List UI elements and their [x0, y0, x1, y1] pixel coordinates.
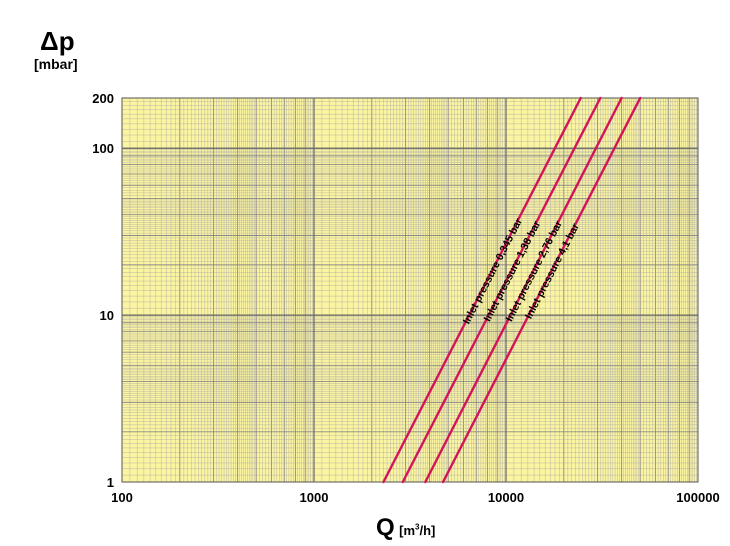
- y-axis-unit: [mbar]: [34, 56, 78, 72]
- tick-labels: 100 1000 10000 100000 1 10 100 200: [92, 91, 719, 505]
- x-axis-unit: [m3/h]: [399, 522, 436, 538]
- x-tick-label: 10000: [488, 490, 524, 505]
- x-tick-label: 100000: [676, 490, 719, 505]
- y-tick-label: 200: [92, 91, 114, 106]
- x-axis-symbol: Q: [376, 514, 395, 541]
- y-tick-label: 10: [100, 308, 114, 323]
- y-tick-label: 1: [107, 475, 114, 490]
- y-tick-label: 100: [92, 141, 114, 156]
- grid: [121, 97, 699, 483]
- y-axis-symbol: Δp: [40, 26, 75, 56]
- series-line: [424, 96, 623, 484]
- plot-background: [122, 98, 698, 482]
- series-line: [401, 96, 602, 484]
- series-lines: [382, 96, 642, 484]
- x-axis-label: Q [m3/h]: [376, 514, 435, 542]
- series-line: [441, 96, 642, 484]
- x-tick-label: 1000: [300, 490, 329, 505]
- series-line: [382, 96, 582, 484]
- plot-frame: [121, 97, 699, 483]
- x-tick-label: 100: [111, 490, 133, 505]
